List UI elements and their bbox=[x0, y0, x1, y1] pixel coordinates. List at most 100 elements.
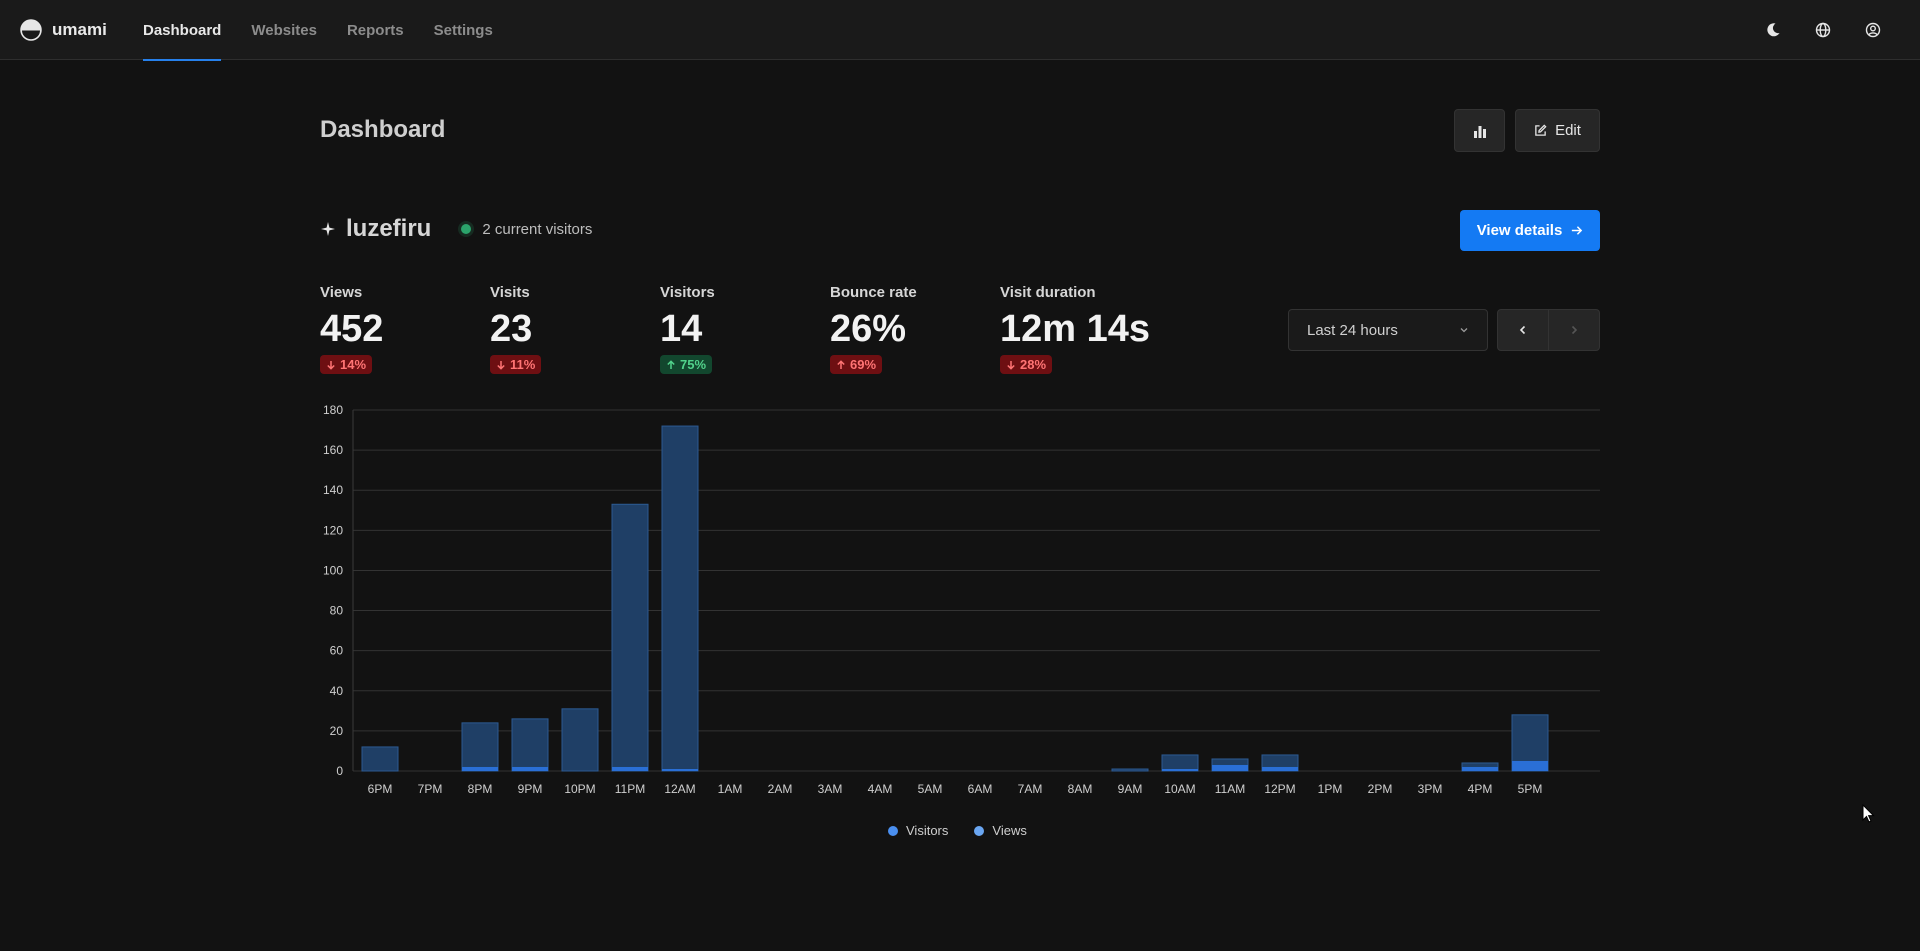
live-status-dot bbox=[461, 224, 472, 234]
metric-value: 14 bbox=[660, 308, 703, 350]
metric-change-value: 69% bbox=[850, 357, 877, 372]
y-tick-label: 160 bbox=[323, 443, 343, 457]
chevron-down-icon bbox=[1460, 328, 1468, 333]
x-tick-label: 12PM bbox=[1264, 782, 1295, 796]
metric-change-value: 75% bbox=[680, 357, 707, 372]
website-name[interactable]: luzefiru bbox=[346, 215, 432, 242]
next-period-button[interactable] bbox=[1548, 309, 1600, 351]
view-details-button[interactable]: View details bbox=[1460, 210, 1600, 251]
top-navbar: umami Dashboard Websites Reports Setting… bbox=[0, 0, 1920, 61]
metric-change-badge: 28% bbox=[1000, 355, 1053, 374]
x-tick-label: 10AM bbox=[1164, 782, 1195, 796]
visitors-bar[interactable] bbox=[1462, 766, 1498, 771]
visitors-bar[interactable] bbox=[1262, 766, 1298, 771]
metric-views: Views 452 14% bbox=[320, 284, 383, 375]
x-tick-label: 2AM bbox=[768, 782, 793, 796]
date-range-select[interactable]: Last 24 hours bbox=[1288, 309, 1488, 351]
y-tick-label: 140 bbox=[323, 483, 343, 497]
nav-dashboard[interactable]: Dashboard bbox=[143, 0, 222, 61]
x-tick-label: 8AM bbox=[1068, 782, 1093, 796]
nav-reports[interactable]: Reports bbox=[346, 21, 404, 39]
moon-icon bbox=[1767, 23, 1780, 37]
views-bar[interactable] bbox=[1111, 768, 1149, 772]
user-circle-icon bbox=[1865, 22, 1881, 38]
language-button[interactable] bbox=[1812, 19, 1834, 41]
x-tick-label: 9PM bbox=[518, 782, 543, 796]
arrow-down-icon bbox=[1007, 360, 1015, 370]
metric-bounce-rate: Bounce rate 26% 69% bbox=[830, 284, 917, 375]
profile-button[interactable] bbox=[1862, 19, 1884, 41]
metric-visits: Visits 23 11% bbox=[490, 284, 542, 375]
visitors-bar[interactable] bbox=[612, 766, 648, 771]
visitors-bar[interactable] bbox=[512, 766, 548, 771]
legend-views-swatch bbox=[974, 825, 985, 836]
y-tick-label: 60 bbox=[330, 644, 344, 658]
chart-legend: Visitors Views bbox=[888, 823, 1027, 838]
y-tick-label: 20 bbox=[330, 724, 344, 738]
nav-websites[interactable]: Websites bbox=[251, 21, 317, 39]
views-bar[interactable] bbox=[661, 425, 699, 772]
x-tick-label: 8PM bbox=[468, 782, 493, 796]
y-tick-label: 40 bbox=[330, 684, 344, 698]
x-tick-label: 11PM bbox=[615, 782, 645, 796]
visitors-bar[interactable] bbox=[1212, 764, 1248, 771]
y-tick-label: 100 bbox=[323, 563, 343, 577]
visitors-bar[interactable] bbox=[662, 768, 698, 771]
arrow-down-icon bbox=[327, 360, 335, 370]
visitors-bar[interactable] bbox=[1512, 760, 1548, 771]
view-details-label: View details bbox=[1476, 222, 1563, 239]
x-tick-label: 7PM bbox=[418, 782, 443, 796]
x-tick-label: 4PM bbox=[1468, 782, 1493, 796]
arrow-up-icon bbox=[667, 359, 675, 369]
brand[interactable]: umami bbox=[20, 19, 107, 41]
metric-change-value: 28% bbox=[1020, 357, 1047, 372]
edit-button[interactable]: Edit bbox=[1515, 109, 1600, 152]
chart-view-button[interactable] bbox=[1454, 109, 1505, 152]
metric-label: Visitors bbox=[660, 284, 715, 301]
visitors-bar[interactable] bbox=[462, 766, 498, 771]
globe-icon bbox=[1815, 22, 1831, 38]
metric-change-badge: 14% bbox=[320, 355, 373, 374]
metric-label: Bounce rate bbox=[830, 284, 917, 301]
edit-icon bbox=[1535, 124, 1547, 136]
views-bar[interactable] bbox=[1161, 754, 1199, 772]
y-tick-label: 120 bbox=[323, 523, 343, 537]
legend-visitors-label: Visitors bbox=[906, 823, 949, 838]
chevron-right-icon bbox=[1571, 325, 1578, 335]
current-visitors: 2 current visitors bbox=[482, 220, 593, 238]
bar-chart-icon bbox=[1473, 125, 1486, 138]
views-bar[interactable] bbox=[611, 503, 649, 772]
visitors-bar[interactable] bbox=[1162, 768, 1198, 771]
x-tick-label: 5AM bbox=[918, 782, 943, 796]
x-tick-label: 5PM bbox=[1518, 782, 1543, 796]
legend-views-label: Views bbox=[992, 823, 1027, 838]
x-tick-label: 1AM bbox=[718, 782, 743, 796]
x-tick-label: 1PM bbox=[1318, 782, 1343, 796]
views-bar[interactable] bbox=[461, 722, 499, 772]
metric-value: 26% bbox=[830, 308, 907, 350]
edit-label: Edit bbox=[1555, 122, 1581, 139]
views-bar[interactable] bbox=[511, 718, 549, 772]
metric-change-value: 11% bbox=[510, 357, 536, 372]
x-tick-label: 4AM bbox=[868, 782, 893, 796]
legend-visitors[interactable]: Visitors bbox=[888, 823, 948, 838]
nav-settings[interactable]: Settings bbox=[433, 21, 493, 39]
y-tick-label: 80 bbox=[330, 604, 344, 618]
metric-change-badge: 11% bbox=[490, 355, 542, 374]
views-bar[interactable] bbox=[561, 708, 599, 772]
date-range-value: Last 24 hours bbox=[1307, 321, 1398, 339]
page-title: Dashboard bbox=[320, 116, 446, 143]
theme-toggle-button[interactable] bbox=[1762, 19, 1784, 41]
pageviews-chart: 0 20 40 60 80 100 120 140 160 180 6PM 7PM 8PM 9PM 10PM… bbox=[323, 403, 1600, 796]
x-tick-label: 2PM bbox=[1368, 782, 1393, 796]
previous-period-button[interactable] bbox=[1497, 309, 1549, 351]
legend-views[interactable]: Views bbox=[974, 823, 1027, 838]
sparkle-icon bbox=[321, 222, 335, 236]
metric-label: Views bbox=[320, 284, 363, 301]
metric-change-badge: 69% bbox=[830, 355, 883, 374]
x-tick-label: 3AM bbox=[818, 782, 843, 796]
views-bar[interactable] bbox=[361, 746, 399, 772]
metric-value: 12m 14s bbox=[1000, 308, 1151, 350]
legend-visitors-swatch bbox=[888, 825, 898, 836]
y-tick-label: 180 bbox=[323, 403, 343, 417]
